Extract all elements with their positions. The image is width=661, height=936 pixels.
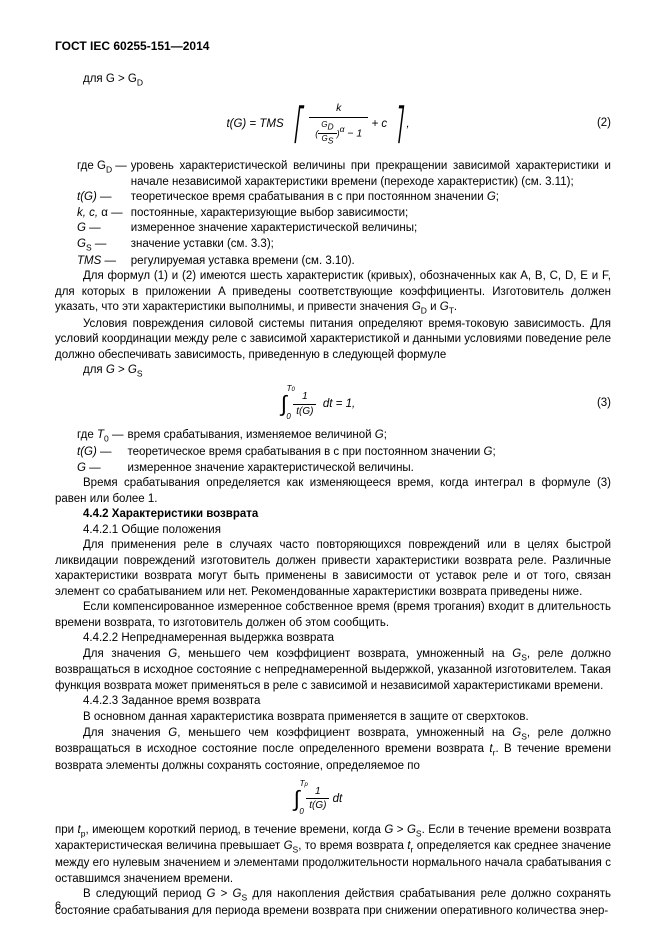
p-after-f4: при tp, имеющем короткий период, в течен… xyxy=(55,823,611,888)
doc-header: ГОСТ IEC 60255-151—2014 xyxy=(55,38,611,54)
formula-3: ∫T00 1t(G) dt = 1, (3) xyxy=(55,390,611,418)
p-last: В следующий период G > GS для накопления… xyxy=(55,887,611,919)
p-cond: Условия повреждения силовой системы пита… xyxy=(55,317,611,364)
h-442: 4.4.2 Характеристики возврата xyxy=(55,507,611,523)
p-formulas: Для формул (1) и (2) имеются шесть харак… xyxy=(55,269,611,317)
formula-2: t(G) = TMS ⎡ k (GDGS)α − 1 + c ⎤, (2) xyxy=(55,99,611,149)
p-4422: Для значения G, меньшего чем коэффициент… xyxy=(55,647,611,695)
definitions-2: где T0 —время срабатывания, изменяемое в… xyxy=(55,428,496,476)
eq-num-2: (2) xyxy=(581,116,611,132)
text-cond-gs: для G > GS xyxy=(55,363,611,380)
p-4421a: Для применения реле в случаях часто повт… xyxy=(55,538,611,600)
p-time: Время срабатывания определяется как изме… xyxy=(55,476,611,507)
definitions-1: где GD —уровень характеристической велич… xyxy=(55,159,611,269)
p-4423a: В основном данная характеристика возврат… xyxy=(55,710,611,726)
page-number: 6 xyxy=(55,899,61,914)
p-4421b: Если компенсированное измеренное собстве… xyxy=(55,600,611,631)
formula-4: ∫Tp0 1t(G) dt xyxy=(55,785,611,813)
p-4423b: Для значения G, меньшего чем коэффициент… xyxy=(55,726,611,775)
h-4421: 4.4.2.1 Общие положения xyxy=(55,523,611,539)
eq-num-3: (3) xyxy=(581,396,611,412)
h-4423: 4.4.2.3 Заданное время возврата xyxy=(55,694,611,710)
h-4422: 4.4.2.2 Непреднамеренная выдержка возвра… xyxy=(55,631,611,647)
text-cond-gd: для G > GD xyxy=(55,72,611,89)
